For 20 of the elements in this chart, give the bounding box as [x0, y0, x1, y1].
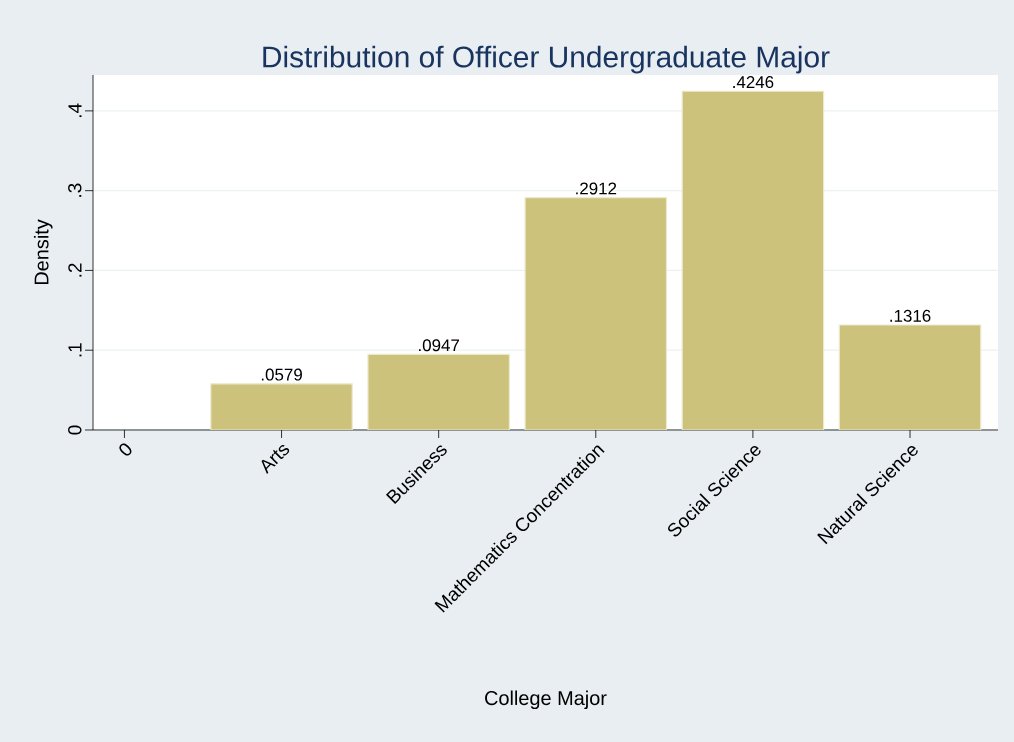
y-tick-label: .4: [68, 103, 82, 118]
y-tick-label: .2: [68, 263, 82, 277]
data-label: .4246: [733, 76, 774, 89]
data-label: .1316: [890, 309, 931, 322]
bar: [210, 383, 353, 430]
bar: [524, 197, 668, 430]
bar: [838, 324, 982, 430]
data-label: .0947: [419, 339, 459, 352]
y-tick-label: .3: [68, 183, 82, 197]
bar: [367, 353, 510, 430]
y-tick-label: 0: [68, 425, 82, 435]
data-label: .2912: [576, 182, 617, 195]
y-axis-title: Density: [33, 219, 53, 285]
chart-title: Distribution of Officer Undergraduate Major: [263, 45, 830, 74]
x-tick-label: 0: [119, 443, 132, 456]
x-tick-label: Arts: [261, 444, 290, 475]
data-label: .0579: [261, 368, 302, 381]
bar: [681, 90, 825, 430]
y-tick-label: .1: [68, 343, 82, 357]
x-axis-title: College Major: [485, 690, 607, 710]
